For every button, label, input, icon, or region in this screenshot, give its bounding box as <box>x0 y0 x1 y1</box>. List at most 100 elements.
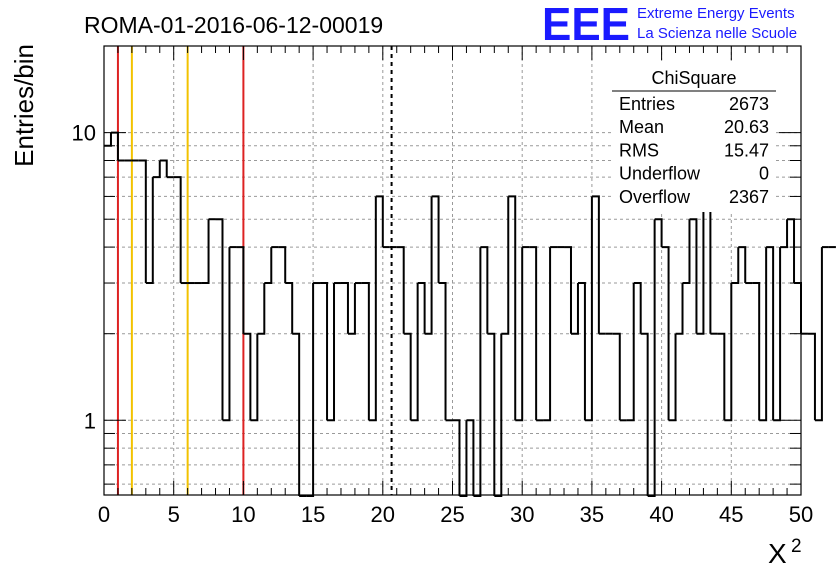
histogram-bin <box>431 195 440 284</box>
histogram-bin <box>173 176 182 284</box>
histogram-bin <box>724 283 733 422</box>
stats-value: 2367 <box>729 187 769 207</box>
x-tick-label: 0 <box>98 502 110 527</box>
histogram-bin <box>766 246 775 421</box>
histogram-bin <box>138 159 147 284</box>
x-tick-label: 40 <box>649 502 673 527</box>
histogram-bin <box>703 195 712 334</box>
stats-box-rows: Entries 2673 Mean 20.63 RMS 15.47 Underflow 0 Ov… <box>619 94 769 207</box>
stats-label: Entries <box>619 94 675 114</box>
x-tick-label: 30 <box>510 502 534 527</box>
y-tick-label: 1 <box>84 408 96 433</box>
stats-value: 2673 <box>729 94 769 114</box>
histogram-bin <box>780 219 789 249</box>
logo-line2: La Scienza nelle Scuole <box>637 25 797 42</box>
histogram-bin <box>278 246 287 284</box>
histogram-bin <box>814 247 823 422</box>
histogram-bin <box>236 246 245 334</box>
stats-box-title: ChiSquare <box>651 68 736 88</box>
histogram-bin <box>459 420 468 497</box>
histogram-bin <box>752 282 761 421</box>
histogram-bin <box>668 333 677 422</box>
y-tick-label: 10 <box>72 121 96 146</box>
histogram-bin <box>340 282 349 334</box>
stats-value: 0 <box>759 164 769 184</box>
stats-label: Mean <box>619 117 664 137</box>
histogram-bin <box>452 419 461 496</box>
histogram-bin <box>654 218 663 248</box>
histogram-bin <box>159 159 168 178</box>
stats-box: ChiSquare Entries 2673 Mean 20.63 RMS 15.47 Un… <box>612 64 776 212</box>
grid-layer <box>104 46 801 495</box>
histogram-bin <box>480 246 489 334</box>
histogram-bin <box>584 196 593 422</box>
x-axis-label: X <box>768 538 787 569</box>
histogram-bin <box>682 219 691 285</box>
histogram-bin <box>424 196 433 335</box>
x-tick-label: 15 <box>301 502 325 527</box>
histogram-bin <box>508 195 517 421</box>
histogram-bin <box>396 246 405 334</box>
histogram-bin <box>306 283 315 497</box>
histogram-bin <box>368 196 377 422</box>
histogram-bin <box>675 283 684 335</box>
histogram-bin <box>466 419 475 496</box>
stats-value: 20.63 <box>724 117 769 137</box>
histogram-bin <box>633 282 642 334</box>
histogram-bin <box>738 246 747 284</box>
histogram-bin <box>438 282 447 421</box>
histogram-bin <box>285 282 294 334</box>
stats-label: Underflow <box>619 164 701 184</box>
histogram-bin <box>759 247 768 422</box>
x-axis-label-main: X <box>768 538 787 569</box>
histogram-bin <box>689 218 698 334</box>
histogram-bin <box>347 283 356 335</box>
histogram-bin <box>410 283 419 422</box>
histogram-bin <box>794 282 802 334</box>
histogram-bin <box>647 219 656 497</box>
y-axis-label: Entries/bin <box>9 44 39 167</box>
logo-line1: Extreme Energy Events <box>637 5 795 22</box>
histogram-bin <box>403 332 412 421</box>
histogram-bin <box>361 282 370 421</box>
histogram-bin <box>145 177 154 285</box>
stats-box-background <box>612 64 776 212</box>
histogram-bin <box>417 282 426 334</box>
histogram-bin <box>104 132 112 147</box>
histogram-bin <box>292 332 301 496</box>
histogram-bin <box>320 282 329 421</box>
histogram-bin <box>731 247 740 285</box>
x-tick-label: 45 <box>719 502 743 527</box>
logo-eee-text: EEE <box>542 0 630 50</box>
histogram-bin <box>529 246 538 421</box>
histogram-bin <box>501 196 510 335</box>
histogram-bin <box>250 333 259 422</box>
vertical-lines-layer <box>116 46 393 495</box>
histogram-bin <box>564 246 572 334</box>
histogram-bin <box>473 247 482 497</box>
histogram-bin <box>591 195 600 334</box>
chart-title: ROMA-01-2016-06-12-00019 <box>84 12 383 38</box>
histogram-bin <box>494 333 503 497</box>
histogram-bin <box>626 283 635 422</box>
histogram-bin <box>543 247 552 422</box>
histogram-bin <box>152 160 161 179</box>
x-tick-label: 10 <box>231 502 255 527</box>
histogram-bin <box>327 283 336 422</box>
histogram-bin <box>201 219 210 285</box>
histogram-bin <box>787 218 796 284</box>
histogram-bin <box>612 332 621 421</box>
x-tick-label: 5 <box>168 502 180 527</box>
histogram-bin <box>243 332 252 421</box>
x-tick-label: 35 <box>580 502 604 527</box>
histogram-bin <box>640 332 649 496</box>
histogram-bin <box>222 247 231 422</box>
tick-labels-layer: 0 5 10 15 20 25 30 35 40 45 50 1 10 <box>72 121 814 527</box>
axes-frame-layer <box>103 45 802 496</box>
stats-label: RMS <box>619 140 659 160</box>
histogram-bin <box>215 218 224 421</box>
histogram-bin <box>487 332 496 496</box>
histogram-bin <box>257 283 266 335</box>
